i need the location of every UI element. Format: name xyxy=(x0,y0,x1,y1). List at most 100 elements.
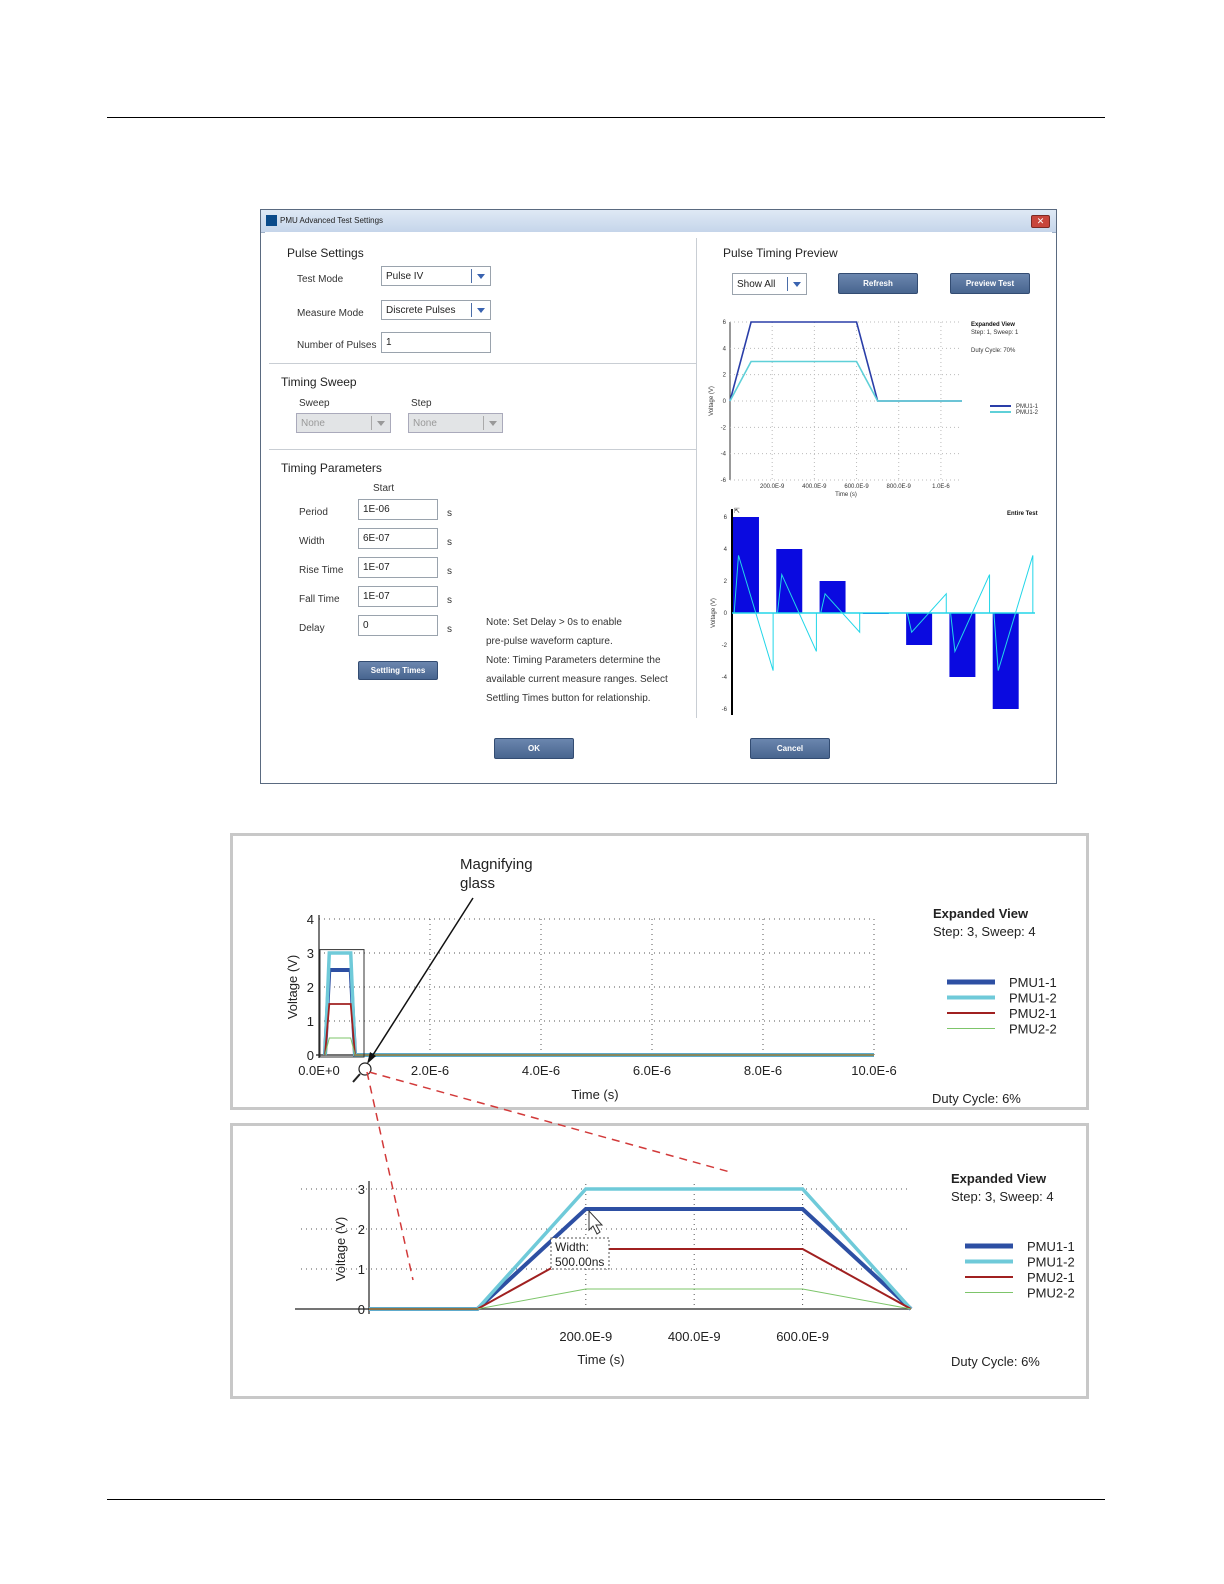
period-value: 1E-06 xyxy=(363,504,390,515)
period-input[interactable]: 1E-06 xyxy=(358,499,438,520)
y-tick-label: 1 xyxy=(358,1262,365,1277)
x-tick-label: 8.0E-6 xyxy=(744,1063,782,1078)
show-filter-select[interactable]: Show All xyxy=(732,273,807,295)
chart-subtitle: Step: 1, Sweep: 1 xyxy=(971,330,1019,336)
x-tick-label: 400.0E-9 xyxy=(802,484,827,490)
legend-label: PMU1-1 xyxy=(1009,975,1057,990)
width-input[interactable]: 6E-07 xyxy=(358,528,438,549)
x-axis-label: Time (s) xyxy=(571,1087,618,1102)
width-label: Width xyxy=(299,536,325,547)
x-axis-label: Time (s) xyxy=(835,492,857,498)
dialog-body: Pulse Settings Test Mode Pulse IV Measur… xyxy=(265,232,1052,779)
y-tick-label: 4 xyxy=(723,346,727,352)
combo-separator xyxy=(371,416,372,430)
refresh-button[interactable]: Refresh xyxy=(838,273,918,294)
x-tick-label: 200.0E-9 xyxy=(559,1329,612,1344)
test-mode-select[interactable]: Pulse IV xyxy=(381,266,491,286)
series-line-pmu1-2 xyxy=(323,951,874,1057)
callout-arrowhead xyxy=(367,1052,376,1064)
legend-label: PMU1-2 xyxy=(1016,410,1039,416)
column-divider xyxy=(696,238,697,718)
rise-time-input[interactable]: 1E-07 xyxy=(358,557,438,578)
chevron-down-icon xyxy=(793,282,801,287)
y-tick-label: 0 xyxy=(723,399,727,405)
timing-parameters-heading: Timing Parameters xyxy=(281,461,382,475)
y-tick-label: 0 xyxy=(724,611,728,617)
detail-chart[interactable]: 3 2 1 0 200.0E-9 400.0E-9 600.0E-9 Time (s) Volt… xyxy=(233,1126,1086,1396)
title-bar[interactable]: PMU Advanced Test Settings ✕ xyxy=(261,210,1056,233)
entire-test-block xyxy=(906,613,933,645)
delay-input[interactable]: 0 xyxy=(358,615,438,636)
y-tick-label: 3 xyxy=(307,946,314,961)
legend-label: PMU2-1 xyxy=(1009,1006,1057,1021)
show-filter-value: Show All xyxy=(737,279,776,290)
duty-cycle-label: Duty Cycle: 70% xyxy=(971,348,1016,354)
chart-title: Expanded View xyxy=(933,906,1029,921)
x-tick-label: 6.0E-6 xyxy=(633,1063,671,1078)
unit-label: s xyxy=(447,537,452,548)
zoom-region-box xyxy=(319,949,365,1058)
magnifier-icon: ⇱ xyxy=(734,507,740,515)
y-axis-label: Voltage (V) xyxy=(285,955,300,1019)
entire-test-block xyxy=(949,613,976,677)
y-tick-label: 0 xyxy=(307,1048,314,1063)
note-line: available current measure ranges. Select xyxy=(486,674,668,685)
note-line: pre-pulse waveform capture. xyxy=(486,636,613,647)
note-line: Note: Timing Parameters determine the xyxy=(486,655,661,666)
combo-separator xyxy=(471,303,472,317)
start-column-header: Start xyxy=(373,483,395,494)
y-tick-label: 3 xyxy=(358,1182,365,1197)
sweep-select[interactable]: None xyxy=(296,413,391,433)
series-line-pmu2-1 xyxy=(369,1248,912,1310)
x-tick-label: 600.0E-9 xyxy=(844,484,869,490)
expanded-view-chart[interactable]: 6 4 2 0 -2 -4 -6 200.0E-9 400.0E-9 600.0E-9 800.0E… xyxy=(705,314,1055,509)
magnifying-glass-icon xyxy=(358,1062,372,1076)
dialog-title: PMU Advanced Test Settings xyxy=(280,216,384,225)
legend-label: PMU1-1 xyxy=(1016,404,1039,410)
x-tick-label: 800.0E-9 xyxy=(887,484,912,490)
fall-time-input[interactable]: 1E-07 xyxy=(358,586,438,607)
y-tick-label: 4 xyxy=(307,912,314,927)
step-select[interactable]: None xyxy=(408,413,503,433)
y-tick-label: 6 xyxy=(724,515,728,521)
y-tick-label: 1 xyxy=(307,1014,314,1029)
settling-times-button[interactable]: Settling Times xyxy=(358,661,438,680)
section-divider xyxy=(269,449,697,450)
close-button[interactable]: ✕ xyxy=(1031,215,1050,228)
fall-time-value: 1E-07 xyxy=(363,591,390,602)
y-tick-label: -4 xyxy=(721,452,727,458)
magnifying-glass-handle xyxy=(352,1073,361,1083)
series-line-pmu2-1 xyxy=(324,1003,874,1056)
rise-time-label: Rise Time xyxy=(299,565,344,576)
app-icon xyxy=(266,215,277,226)
cancel-button[interactable]: Cancel xyxy=(750,738,830,759)
unit-label: s xyxy=(447,595,452,606)
x-tick-label: 200.0E-9 xyxy=(760,484,785,490)
sweep-value: None xyxy=(301,418,325,429)
overview-chart[interactable]: 4 3 2 1 00.0E+0 2.0E-6 4.0E-6 6.0E-6 8.0E-6 10.0E… xyxy=(233,836,1086,1107)
timing-sweep-heading: Timing Sweep xyxy=(281,375,357,389)
pulse-settings-heading: Pulse Settings xyxy=(287,246,364,260)
entire-test-chart[interactable]: 6 4 2 0 -2 -4 -6 Voltage (V) Entire Test ⇱ xyxy=(705,505,1055,727)
y-tick-label: 2 xyxy=(307,980,314,995)
delay-label: Delay xyxy=(299,623,325,634)
y-tick-label: 2 xyxy=(723,373,727,379)
delay-value: 0 xyxy=(363,620,369,631)
entire-test-block xyxy=(776,549,803,613)
x-tick-label: 1.0E-6 xyxy=(932,484,950,490)
y-tick-label: 0 xyxy=(358,1302,365,1317)
x-tick-label: 10.0E-6 xyxy=(851,1063,897,1078)
note-line: Settling Times button for relationship. xyxy=(486,693,651,704)
chart-title: Expanded View xyxy=(951,1171,1047,1186)
chevron-down-icon xyxy=(489,421,497,426)
callout-arrow xyxy=(370,897,474,1059)
series-line-pmu2-2 xyxy=(324,1037,874,1056)
number-of-pulses-input[interactable]: 1 xyxy=(381,332,491,353)
unit-label: s xyxy=(447,508,452,519)
magnifier-overview-panel: 4 3 2 1 0 0.0E+0 2.0E-6 4.0E-6 6.0E-6 8.0E-6 10.0E… xyxy=(230,833,1089,1110)
chart-title: Entire Test xyxy=(1007,511,1038,517)
measure-mode-select[interactable]: Discrete Pulses xyxy=(381,300,491,320)
ok-button[interactable]: OK xyxy=(494,738,574,759)
preview-test-button[interactable]: Preview Test xyxy=(950,273,1030,294)
timing-notes: Note: Set Delay > 0s to enable pre-pulse… xyxy=(486,613,668,708)
